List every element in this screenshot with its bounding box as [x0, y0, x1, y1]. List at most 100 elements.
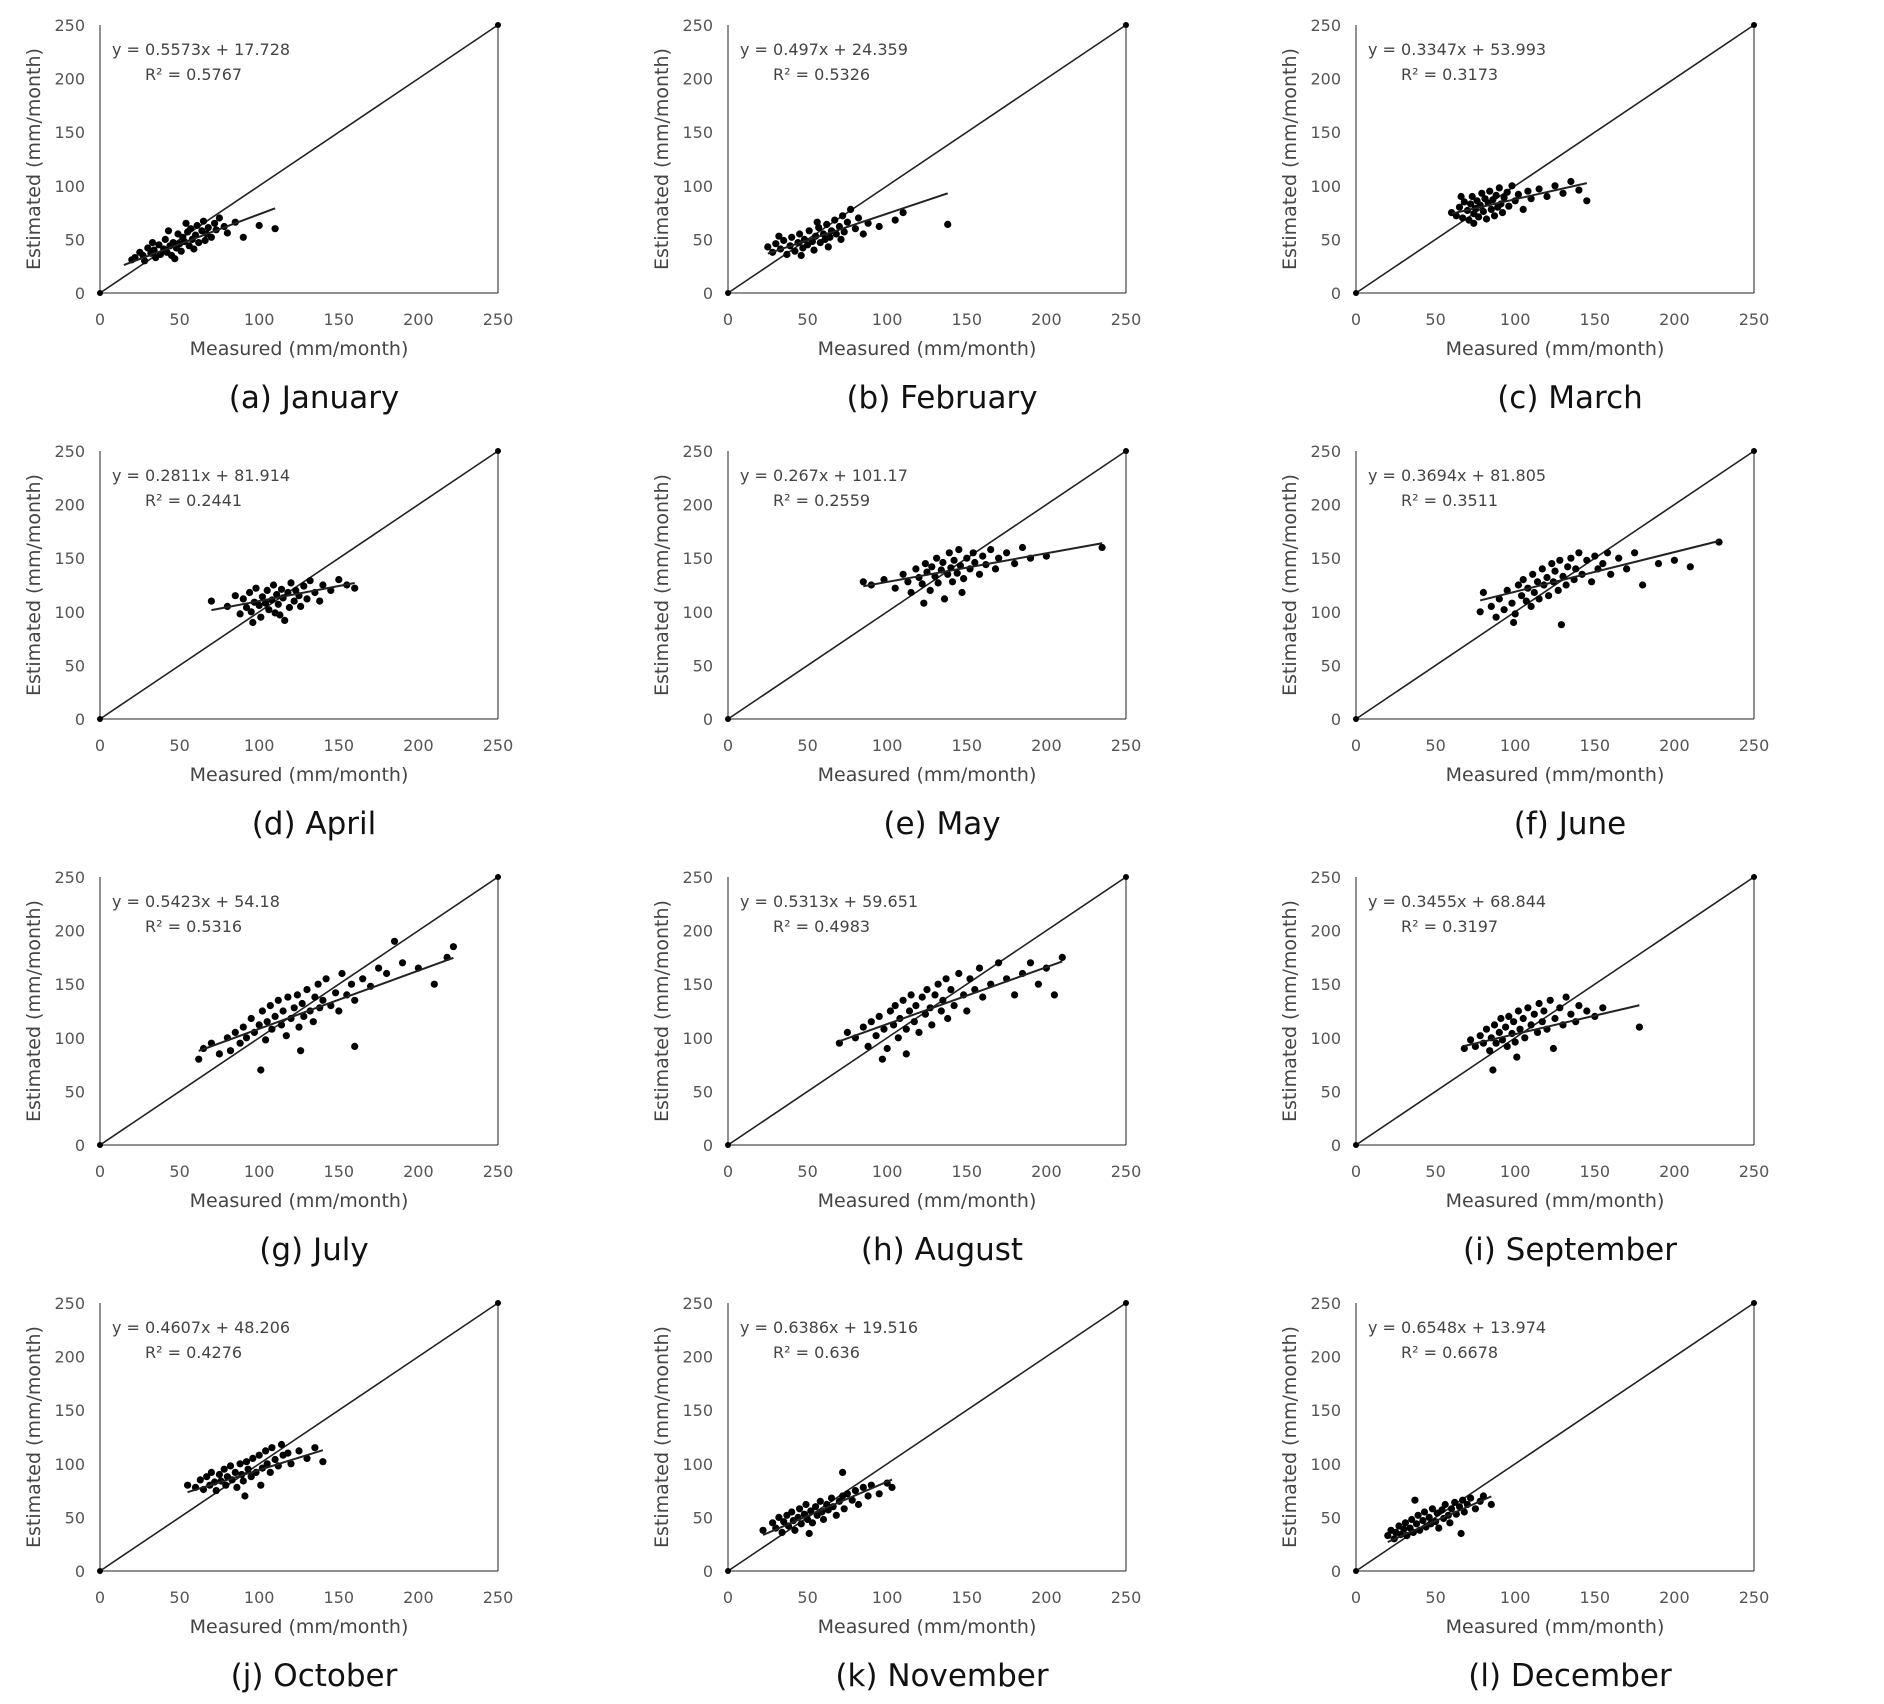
data-point [449, 943, 457, 951]
y-axis-label: Estimated (mm/month) [651, 900, 673, 1122]
x-tick-label: 200 [403, 1162, 434, 1181]
one-to-one-endpoint [1353, 290, 1359, 296]
one-to-one-endpoint [495, 874, 501, 880]
regression-equation: y = 0.497x + 24.359 [740, 40, 908, 59]
data-point [1510, 618, 1518, 627]
data-point [899, 570, 907, 578]
x-tick-label: 200 [1659, 1162, 1690, 1181]
data-point [1538, 565, 1546, 573]
data-point [1513, 1053, 1521, 1061]
data-point [1603, 549, 1612, 557]
x-tick-label: 150 [952, 736, 983, 755]
data-point [195, 1055, 203, 1063]
panel-caption: (b) February [846, 380, 1038, 416]
data-point [854, 1500, 863, 1509]
y-tick-label: 200 [1310, 496, 1341, 515]
x-tick-label: 0 [1351, 310, 1361, 329]
data-point [1514, 1007, 1522, 1015]
data-point [319, 1458, 327, 1466]
data-point [1591, 552, 1599, 560]
r-squared-label: R² = 0.5326 [773, 65, 870, 84]
data-point [827, 1494, 836, 1502]
data-point [840, 228, 848, 236]
data-point [204, 224, 212, 232]
r-squared-label: R² = 0.6678 [1401, 1343, 1498, 1362]
data-point [813, 218, 821, 226]
data-point [1457, 1529, 1465, 1538]
data-point [995, 959, 1003, 967]
data-point [247, 1473, 255, 1481]
x-tick-label: 50 [797, 310, 817, 329]
x-tick-label: 50 [169, 736, 189, 755]
data-point [843, 1028, 851, 1036]
data-point [201, 236, 209, 245]
data-point [891, 584, 899, 592]
data-point [1548, 560, 1556, 568]
x-tick-label: 0 [723, 310, 733, 329]
one-to-one-endpoint [1751, 1300, 1757, 1306]
y-axis-label: Estimated (mm/month) [23, 900, 45, 1122]
r-squared-label: R² = 0.2559 [773, 491, 870, 510]
data-point [843, 218, 851, 226]
data-point [177, 247, 185, 255]
data-point [1471, 1505, 1479, 1513]
y-tick-label: 250 [54, 868, 85, 887]
data-point [1468, 192, 1476, 201]
data-point [948, 578, 957, 586]
data-point [1467, 200, 1475, 208]
r-squared-label: R² = 0.4276 [145, 1343, 242, 1362]
data-point [891, 1002, 899, 1010]
data-point [383, 969, 391, 978]
x-tick-label: 50 [1425, 1588, 1445, 1607]
y-tick-label: 100 [682, 1455, 713, 1474]
data-point [1623, 565, 1631, 573]
data-point [864, 1492, 872, 1500]
x-tick-label: 150 [324, 310, 355, 329]
data-point [335, 1007, 343, 1015]
data-point [1503, 586, 1511, 594]
r-squared-label: R² = 0.4983 [773, 917, 870, 936]
data-point [1575, 549, 1583, 557]
data-point [832, 1511, 840, 1519]
data-point [268, 1444, 276, 1452]
data-point [1452, 212, 1460, 220]
y-tick-label: 50 [693, 656, 713, 675]
data-point [1559, 572, 1567, 580]
chart-panel: 0 50 100 150 200 250 0 50 100 150 200 250 Measured (… [1256, 852, 1884, 1278]
data-point [942, 975, 950, 983]
regression-line [762, 1478, 893, 1536]
data-point [1478, 189, 1486, 197]
data-point [211, 219, 219, 227]
r-squared-label: R² = 0.5767 [145, 65, 242, 84]
one-to-one-endpoint [1353, 1568, 1359, 1574]
scatter-plot: 0 50 100 150 200 250 0 50 100 150 200 250 Measured (… [1279, 442, 1769, 786]
y-tick-label: 200 [682, 1348, 713, 1367]
data-point [184, 1481, 192, 1489]
data-point [944, 1014, 952, 1023]
scatter-plot: 0 50 100 150 200 250 0 50 100 150 200 250 Measured (… [23, 442, 513, 786]
data-point [1522, 597, 1530, 605]
x-tick-label: 0 [95, 1588, 105, 1607]
data-point [262, 599, 270, 607]
data-point [805, 1529, 813, 1538]
data-point [987, 546, 995, 554]
data-point [287, 579, 295, 587]
data-point [300, 1012, 308, 1020]
data-point [247, 1014, 255, 1023]
y-tick-label: 250 [1310, 16, 1341, 35]
data-point [1545, 592, 1553, 600]
chart-panel: 0 50 100 150 200 250 0 50 100 150 200 250 Measured (… [0, 852, 628, 1278]
y-tick-label: 250 [682, 1294, 713, 1313]
data-point [1505, 1012, 1513, 1020]
data-point [1490, 1021, 1499, 1029]
y-tick-label: 0 [75, 284, 85, 303]
data-point [282, 1032, 290, 1040]
one-to-one-line [99, 1302, 499, 1572]
data-point [244, 1465, 252, 1473]
data-point [1487, 602, 1495, 610]
data-point [880, 1025, 888, 1033]
data-point [883, 1044, 891, 1053]
data-point [231, 1028, 239, 1036]
data-point [306, 577, 314, 585]
